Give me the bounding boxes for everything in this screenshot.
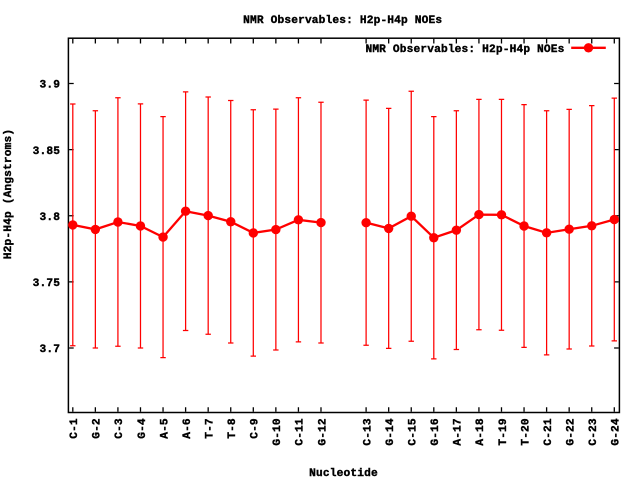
svg-text:H2p-H4p (Angstroms): H2p-H4p (Angstroms) bbox=[3, 129, 15, 259]
svg-text:C-9: C-9 bbox=[250, 418, 262, 439]
svg-text:NMR Observables: H2p-H4p NOEs: NMR Observables: H2p-H4p NOEs bbox=[243, 15, 442, 27]
svg-text:3.75: 3.75 bbox=[33, 278, 61, 290]
svg-text:C-11: C-11 bbox=[295, 418, 307, 446]
svg-text:T-20: T-20 bbox=[520, 418, 532, 446]
svg-text:C-3: C-3 bbox=[114, 418, 126, 439]
svg-text:3.9: 3.9 bbox=[40, 80, 61, 92]
svg-text:NMR Observables: H2p-H4p NOEs: NMR Observables: H2p-H4p NOEs bbox=[365, 44, 564, 56]
svg-text:G-12: G-12 bbox=[317, 418, 329, 446]
svg-text:G-22: G-22 bbox=[565, 418, 577, 446]
svg-text:C-15: C-15 bbox=[408, 418, 420, 446]
svg-text:G-14: G-14 bbox=[385, 418, 397, 446]
svg-text:3.7: 3.7 bbox=[40, 344, 61, 356]
svg-text:G-10: G-10 bbox=[272, 418, 284, 446]
svg-text:3.8: 3.8 bbox=[40, 212, 61, 224]
svg-text:A-5: A-5 bbox=[159, 418, 171, 439]
svg-text:3.85: 3.85 bbox=[33, 146, 61, 158]
svg-text:A-6: A-6 bbox=[182, 418, 194, 439]
svg-text:T-7: T-7 bbox=[204, 418, 216, 439]
svg-text:C-1: C-1 bbox=[69, 418, 81, 439]
svg-text:A-18: A-18 bbox=[475, 418, 487, 446]
svg-text:G-2: G-2 bbox=[92, 418, 104, 439]
svg-text:G-16: G-16 bbox=[430, 418, 442, 446]
svg-text:C-13: C-13 bbox=[362, 418, 374, 446]
svg-text:T-19: T-19 bbox=[498, 418, 510, 446]
svg-text:T-8: T-8 bbox=[227, 418, 239, 439]
svg-text:A-17: A-17 bbox=[453, 418, 465, 445]
svg-text:G-4: G-4 bbox=[137, 418, 149, 439]
svg-text:G-24: G-24 bbox=[611, 418, 623, 446]
svg-text:Nucleotide: Nucleotide bbox=[309, 468, 378, 480]
svg-text:C-23: C-23 bbox=[588, 418, 600, 446]
svg-text:C-21: C-21 bbox=[543, 418, 555, 446]
